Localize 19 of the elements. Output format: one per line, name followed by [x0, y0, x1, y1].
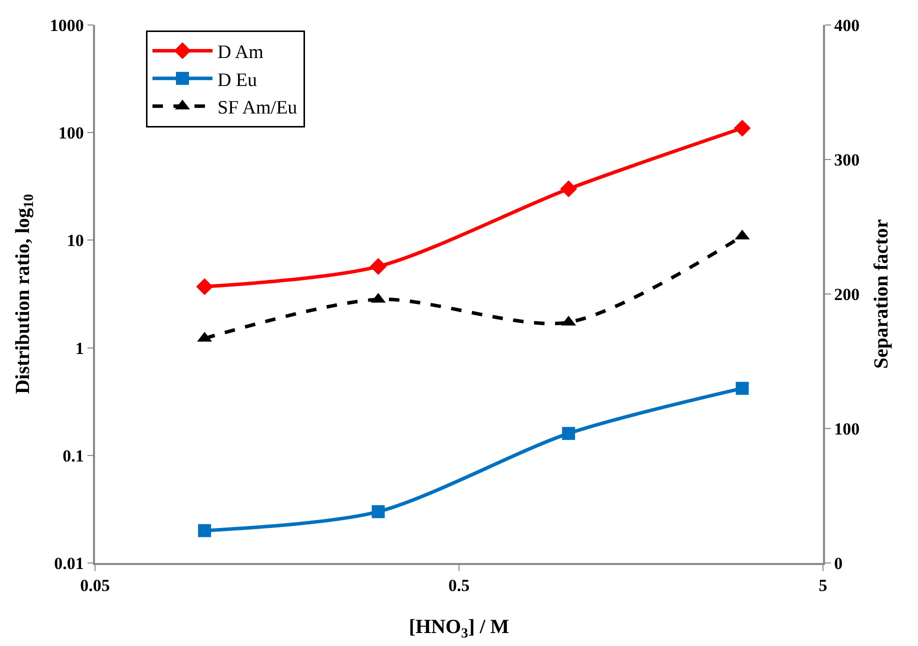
y2-tick-label: 100	[834, 419, 860, 438]
y-tick-label: 100	[58, 124, 84, 143]
y-tick-label: 1	[75, 338, 84, 358]
y-tick-label: 1000	[50, 16, 84, 35]
y2-tick-label: 200	[834, 284, 860, 304]
x-tick-label: 0.5	[448, 576, 470, 596]
x-axis-title: [HNO$_{3}$] / M	[408, 616, 510, 642]
y2-tick-label: 300	[834, 150, 860, 170]
legend-label: D Am	[217, 42, 264, 64]
y-tick-label: 0.1	[62, 446, 84, 466]
x-tick-label: 5	[818, 576, 828, 596]
y2-tick-label: 0	[834, 554, 843, 573]
y-tick-label: 10	[66, 231, 84, 250]
y-tick-label: 0.01	[54, 554, 84, 573]
legend-label: SF Am/Eu	[217, 98, 298, 119]
y2-axis-title: Separation factor	[870, 219, 893, 369]
y2-tick-label: 400	[834, 16, 860, 35]
legend-label: D Eu	[217, 70, 258, 91]
x-tick-label: 0.05	[80, 576, 110, 596]
